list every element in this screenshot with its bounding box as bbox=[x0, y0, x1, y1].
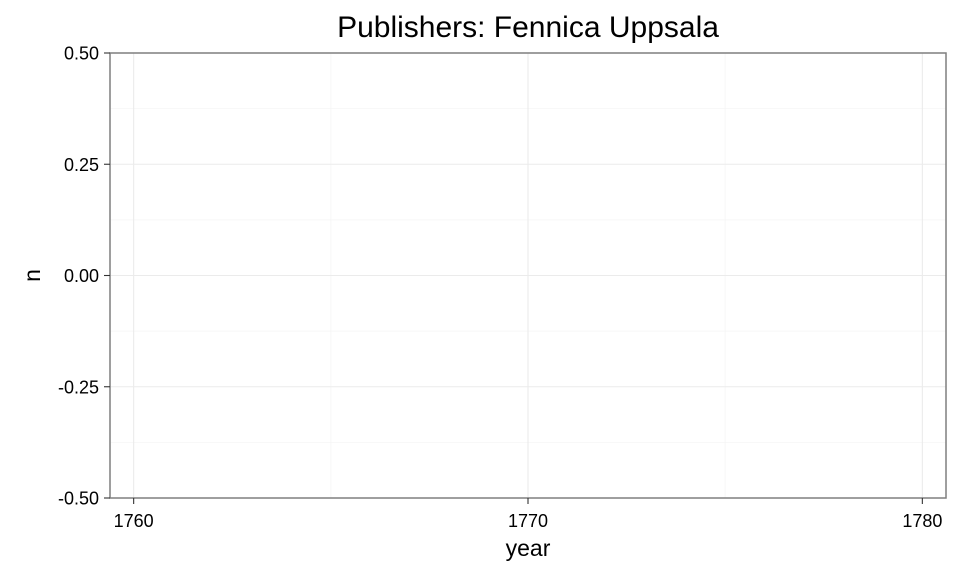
x-tick-label: 1760 bbox=[114, 511, 154, 531]
y-tick-label: -0.25 bbox=[58, 377, 99, 397]
y-tick-label: 0.25 bbox=[64, 155, 99, 175]
x-tick-label: 1780 bbox=[902, 511, 942, 531]
x-axis-title: year bbox=[506, 535, 551, 561]
chart-title: Publishers: Fennica Uppsala bbox=[337, 11, 719, 44]
x-tick-label: 1770 bbox=[508, 511, 548, 531]
grid-lines bbox=[110, 52, 946, 499]
y-axis-title: n bbox=[19, 269, 45, 282]
y-tick-label: 0.50 bbox=[64, 44, 99, 64]
y-tick-label: 0.00 bbox=[64, 266, 99, 286]
y-tick-label: -0.50 bbox=[58, 489, 99, 509]
axis-ticks: -0.50 -0.25 0.00 0.25 0.50 1760 1770 1780 bbox=[58, 44, 942, 532]
